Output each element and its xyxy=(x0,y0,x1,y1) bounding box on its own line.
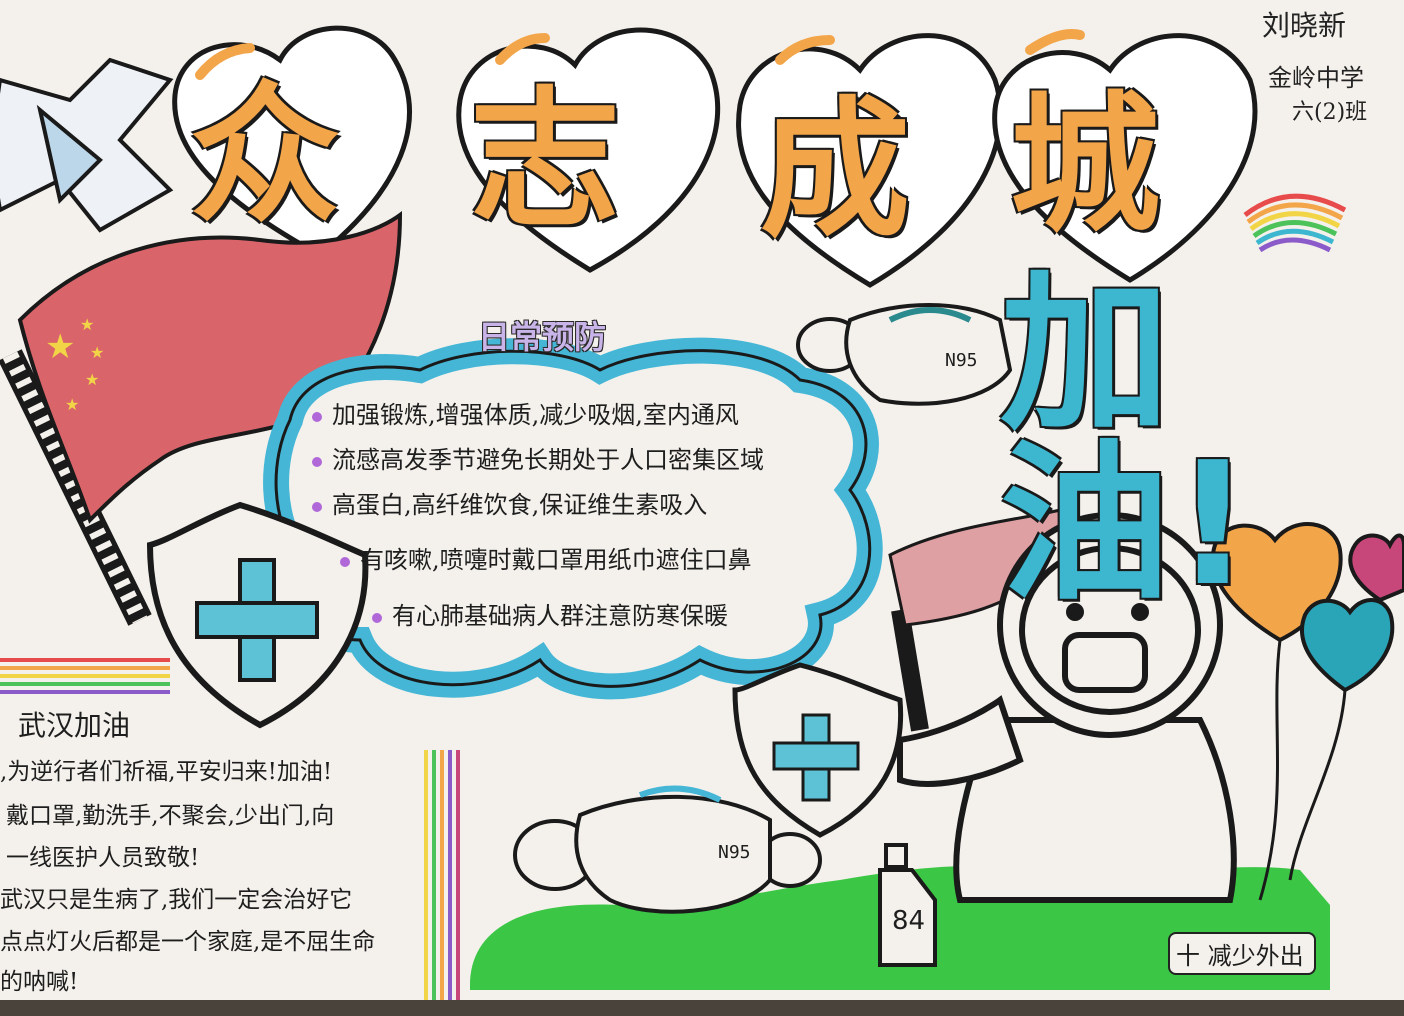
wuhan-heading: 武汉加油 xyxy=(18,709,131,742)
bottle-label: 84 xyxy=(892,906,926,936)
table-surface xyxy=(0,1000,1404,1016)
wuhan-line: 一线医护人员致敬! xyxy=(6,845,200,871)
wuhan-line: 的呐喊! xyxy=(0,969,79,995)
shield-icon-small xyxy=(732,662,904,838)
mask-icon-top xyxy=(796,303,1013,406)
wuhan-line: ,为逆行者们祈福,平安归来!加油! xyxy=(0,759,333,785)
cheer-text: 加油! xyxy=(1000,256,1256,624)
svg-text:★: ★ xyxy=(45,327,75,367)
stay-home-label: 减少外出 xyxy=(1207,942,1304,970)
class-name: 六(2)班 xyxy=(1292,100,1368,125)
divider-stripes xyxy=(0,658,460,1000)
svg-text:★: ★ xyxy=(90,343,104,362)
school-name: 金岭中学 xyxy=(1268,64,1364,92)
disinfectant-bottle-icon xyxy=(878,843,937,967)
rainbow-icon xyxy=(1243,193,1347,253)
title-char-4: 城 xyxy=(1010,77,1161,253)
stay-home-icon: 十 xyxy=(1176,942,1200,970)
bullet-icon xyxy=(340,556,350,567)
title-char-2: 志 xyxy=(470,72,621,248)
shield-icon xyxy=(146,501,369,729)
stay-home-sign: 十 减少外出 xyxy=(1168,932,1316,975)
svg-text:★: ★ xyxy=(80,315,94,334)
bullet-icon xyxy=(312,411,322,422)
title-char-3: 成 xyxy=(760,82,911,258)
title-hearts xyxy=(172,25,1258,288)
author-name: 刘晓新 xyxy=(1262,9,1347,42)
prevention-tip: 有心肺基础病人群注意防寒保暖 xyxy=(372,596,728,631)
medical-worker-figure xyxy=(888,508,1237,903)
prevention-tip: 高蛋白,高纤维饮食,保证维生素吸入 xyxy=(312,485,707,520)
mask-label-top: N95 xyxy=(945,350,978,371)
mask-label-bottom: N95 xyxy=(718,842,751,863)
svg-text:★: ★ xyxy=(85,370,99,389)
prevention-tip: 有咳嗽,喷嚏时戴口罩用纸巾遮住口鼻 xyxy=(340,540,752,575)
mask-icon-bottom xyxy=(513,785,822,914)
balloon-hearts xyxy=(1210,522,1404,901)
title-char-1: 众 xyxy=(190,67,341,243)
cross-icon xyxy=(0,57,174,233)
wuhan-line: 点点灯火后都是一个家庭,是不屈生命 xyxy=(0,929,376,955)
bullet-icon xyxy=(312,456,322,467)
bullet-icon xyxy=(312,501,322,512)
wuhan-line: 戴口罩,勤洗手,不聚会,少出门,向 xyxy=(6,803,335,829)
flag-icon: ★ ★ ★ ★ ★ xyxy=(0,211,403,626)
prevention-tip: 流感高发季节避免长期处于人口密集区域 xyxy=(312,440,764,475)
wuhan-line: 武汉只是生病了,我们一定会治好它 xyxy=(0,887,353,913)
svg-text:★: ★ xyxy=(65,395,79,414)
bullet-icon xyxy=(372,612,382,623)
prevention-heading: 日常预防 xyxy=(478,318,607,356)
prevention-tip: 加强锻炼,增强体质,减少吸烟,室内通风 xyxy=(312,395,739,430)
